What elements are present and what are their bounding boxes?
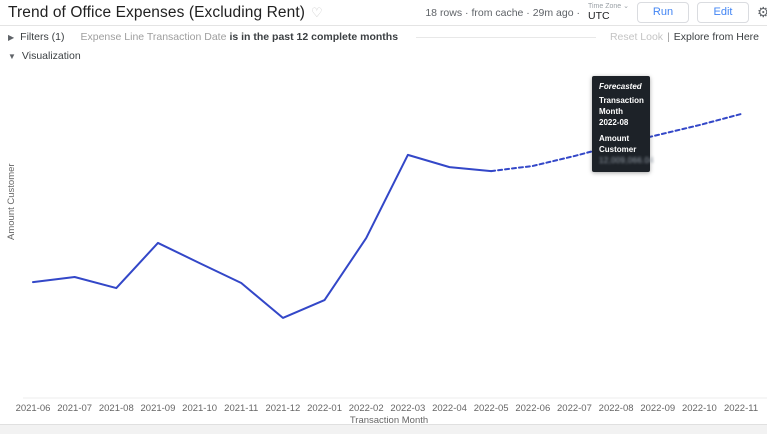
- svg-text:2022-09: 2022-09: [640, 403, 675, 414]
- link-separator: |: [667, 31, 670, 43]
- caret-down-icon: ▼: [8, 51, 16, 61]
- tooltip-measure-label: Amount Customer: [599, 134, 637, 155]
- svg-text:2021-08: 2021-08: [99, 403, 134, 414]
- svg-text:2021-10: 2021-10: [182, 403, 217, 414]
- divider-line: [416, 36, 596, 38]
- svg-text:2022-07: 2022-07: [557, 403, 592, 414]
- visualization-toggle[interactable]: Visualization: [21, 50, 81, 62]
- tooltip-dimension-label: Transaction Month: [599, 96, 644, 116]
- filters-row: ▶ Filters (1) Expense Line Transaction D…: [0, 26, 767, 48]
- svg-text:2022-11: 2022-11: [724, 403, 758, 414]
- svg-text:2021-12: 2021-12: [265, 403, 300, 414]
- header-bar: Trend of Office Expenses (Excluding Rent…: [0, 0, 767, 26]
- filter-field-name: Expense Line Transaction Date: [80, 31, 227, 43]
- edit-button[interactable]: Edit: [697, 2, 749, 23]
- explore-from-here-link[interactable]: Explore from Here: [673, 31, 759, 43]
- header-actions: 18 rows · from cache · 29m ago · Time Zo…: [425, 2, 767, 23]
- svg-text:2022-01: 2022-01: [307, 403, 342, 414]
- svg-text:2021-07: 2021-07: [57, 403, 92, 414]
- tooltip-dimension-value: 2022-08: [599, 117, 629, 127]
- query-status: 18 rows · from cache · 29m ago ·: [425, 6, 580, 19]
- trend-chart-svg[interactable]: 2021-06 2021-07 2021-08 2021-09 2021-10 2021-…: [0, 64, 767, 425]
- run-button[interactable]: Run: [637, 2, 689, 23]
- svg-text:2022-10: 2022-10: [682, 403, 717, 414]
- visualization-row: ▼ Visualization: [0, 48, 767, 64]
- tooltip-measure-value-redacted: 12,009,066.04: [599, 155, 655, 165]
- svg-text:2021-06: 2021-06: [16, 403, 51, 414]
- svg-text:2021-09: 2021-09: [141, 403, 176, 414]
- svg-text:2022-05: 2022-05: [474, 403, 509, 414]
- forecast-badge: Forecasted: [599, 82, 642, 91]
- gear-icon[interactable]: ⚙: [757, 4, 767, 21]
- page-title: Trend of Office Expenses (Excluding Rent…: [8, 3, 306, 21]
- svg-text:2022-04: 2022-04: [432, 403, 467, 414]
- y-axis-title: Amount Customer: [6, 163, 17, 240]
- svg-text:2022-08: 2022-08: [599, 403, 634, 414]
- timezone-selector[interactable]: Time Zone ⌄ UTC: [588, 3, 629, 22]
- svg-text:2022-06: 2022-06: [515, 403, 550, 414]
- svg-text:2022-03: 2022-03: [390, 403, 425, 414]
- timezone-value: UTC: [587, 10, 610, 23]
- reset-look-link[interactable]: Reset Look: [609, 31, 664, 43]
- filters-toggle[interactable]: Filters (1): [20, 31, 65, 43]
- filter-condition: is in the past 12 complete months: [229, 31, 399, 43]
- look-window: Trend of Office Expenses (Excluding Rent…: [0, 0, 767, 425]
- favorite-heart-icon[interactable]: ♡: [311, 5, 323, 20]
- svg-text:2022-02: 2022-02: [349, 403, 384, 414]
- svg-text:Transaction Month: Transaction Month: [350, 415, 428, 425]
- svg-text:2021-11: 2021-11: [224, 403, 258, 414]
- chart-area: Amount Customer 2021-06 2021-07 2021-08 202…: [0, 64, 767, 425]
- caret-right-icon: ▶: [8, 32, 15, 42]
- timezone-label: Time Zone ⌄: [587, 3, 629, 11]
- chart-tooltip: Forecasted Transaction Month 2022-08 Amo…: [592, 76, 655, 172]
